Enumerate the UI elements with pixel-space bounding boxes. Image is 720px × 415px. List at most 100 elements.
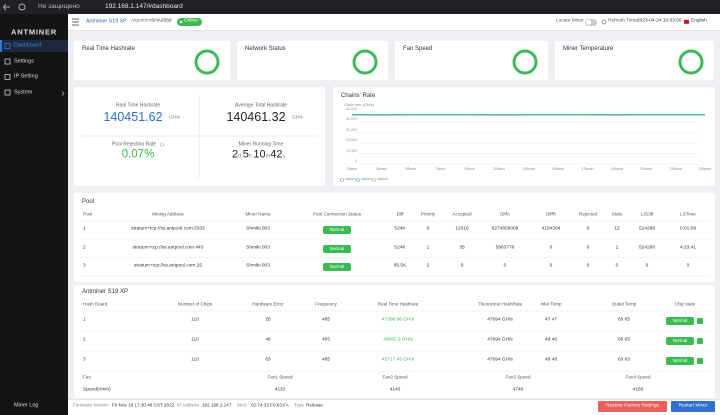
pool-cell: 1 <box>83 226 86 232</box>
pool-header: Rejected <box>578 211 598 217</box>
miner-cell: 47 47 <box>544 317 558 323</box>
online: Online <box>184 18 198 24</box>
x-tick-label: 115min <box>492 167 506 172</box>
status-text: Normal <box>672 317 688 323</box>
fan-header: Fan1 Speed <box>267 374 293 380</box>
pool-cell: 3 <box>83 263 86 269</box>
miner-cell: 47694 GH/s <box>487 357 513 363</box>
status-text: Normal <box>329 245 345 251</box>
miner-cell: 65 65 <box>617 317 631 323</box>
header <box>68 14 720 31</box>
pool-cell: 4:23:41 <box>679 245 697 251</box>
pool-cell: stratum+tcp://ss.antpool.com:3333 <box>131 226 205 232</box>
pool-cell: 0 <box>503 263 507 269</box>
online-pill <box>177 18 202 26</box>
run-unit: h <box>248 153 252 160</box>
x-tick-label: 15min <box>346 167 358 172</box>
footer-label: IP Address <box>177 402 200 408</box>
pool-cell: 35 <box>459 245 465 251</box>
fan-header: Fan2 Speed <box>382 374 408 380</box>
restart-button[interactable] <box>671 401 715 412</box>
pool-cell: Shmiki.003 <box>246 263 270 269</box>
pool-cell: 12016 <box>455 226 469 232</box>
pool-cell: 1 <box>615 245 619 251</box>
status-pill <box>323 263 351 271</box>
pool-header: Stale <box>611 211 623 217</box>
nav-icons: Не защищено <box>38 2 80 10</box>
menu-item[interactable]: IP Setting <box>14 73 38 80</box>
chart-card <box>333 87 715 186</box>
fan-cell: 4140 <box>389 387 401 393</box>
ring-label: Normal <box>519 59 531 64</box>
pool-cell: 1 <box>426 245 430 251</box>
legend-label: chain3 <box>377 177 389 182</box>
miner-cell: 110 <box>191 337 199 343</box>
pool-cell: 524K <box>394 245 406 251</box>
locate-toggle[interactable] <box>585 19 597 26</box>
ring-label: Normal <box>359 59 371 64</box>
menu-item[interactable]: Settings <box>14 57 34 64</box>
card-title: Real Time Hashrate <box>82 46 136 52</box>
fan-header: Fan4 Speed <box>625 374 651 380</box>
pool-cell: 0 <box>586 245 590 251</box>
pool-cell: stratum+tcp://ss.antpool.com:25 <box>133 263 203 269</box>
restore-label[interactable]: Restore Factory Settings <box>606 403 659 409</box>
miner-cell: 45717.49 GH/s <box>381 357 415 363</box>
pool-header: DiffA <box>500 211 510 217</box>
y-tick-label: 50,000 <box>346 107 357 112</box>
pool-cell: 65.5K <box>393 263 407 269</box>
menu-item[interactable]: System <box>14 88 33 95</box>
miner-title: Antminer S19 XP <box>82 289 129 295</box>
language[interactable]: English <box>691 18 707 24</box>
miner-cell: 2 <box>83 337 86 343</box>
miner-header: Inlet Temp <box>540 301 562 307</box>
x-tick-label: 35min <box>376 167 387 172</box>
miner-card <box>74 285 715 398</box>
pool-header: DiffR <box>545 211 557 217</box>
x-tick-label: 195min <box>610 167 623 172</box>
miner-cell: 47388.96 GH/s <box>381 317 415 323</box>
card-title: Network Status <box>245 46 286 52</box>
footer-value: 192.168.1.147 <box>202 402 232 408</box>
pool-cell: 0 <box>426 226 430 232</box>
miner-log[interactable]: Miner Log <box>14 402 39 409</box>
fan-header: Fan3 Speed <box>505 374 531 380</box>
menu-item[interactable]: Dashboard <box>14 42 41 49</box>
status-text: Normal <box>672 357 688 363</box>
algorithm-label: Algorithm <box>131 18 152 24</box>
fan-cell: 4160 <box>632 387 644 393</box>
miner-header: Chip state <box>674 301 696 307</box>
status-pill <box>666 337 694 345</box>
miner-header: Real Time Hashrate <box>377 301 419 307</box>
miner-header: Hardware Error <box>252 301 284 307</box>
browser-bar <box>0 0 720 14</box>
restart-label[interactable]: Restart Miner <box>678 403 708 409</box>
pool-card <box>74 193 715 282</box>
miner-cell: 48 48 <box>544 337 558 343</box>
run-unit: m <box>265 153 270 160</box>
fan-cell: 4740 <box>512 387 524 393</box>
run-num: 5 <box>242 148 249 161</box>
locate: Locate Miner <box>556 18 584 24</box>
stat-value: 140461.32 <box>226 109 286 124</box>
y-tick-label: 30,000 <box>346 128 357 132</box>
miner-cell: 48 <box>265 337 271 343</box>
pool-header: Pool <box>83 211 93 217</box>
pool-header: Priority <box>420 211 436 217</box>
y-tick-label: 40,000 <box>346 117 357 122</box>
footer-label: MAC <box>237 402 248 408</box>
miner-cell: 110 <box>191 317 199 323</box>
menu-active <box>0 40 68 52</box>
restore-button[interactable] <box>598 401 667 412</box>
stat-unit: GH/s <box>292 115 303 121</box>
refresh-label: Refresh Timer <box>608 18 639 24</box>
y-tick-label: 20,000 <box>346 138 357 143</box>
stat-label: Real Time Hashrate <box>115 102 161 109</box>
miner-cell: 65 65 <box>617 337 631 343</box>
pool-header: Pool Connection Status <box>312 211 362 217</box>
url: 192.168.1.147/#dashboard <box>105 2 183 10</box>
x-tick-label: 255min <box>698 167 712 172</box>
run-unit: s <box>282 153 286 160</box>
stat-value: 140451.62 <box>103 109 163 124</box>
stat-label: Pool Rejection Rate <box>111 141 157 148</box>
